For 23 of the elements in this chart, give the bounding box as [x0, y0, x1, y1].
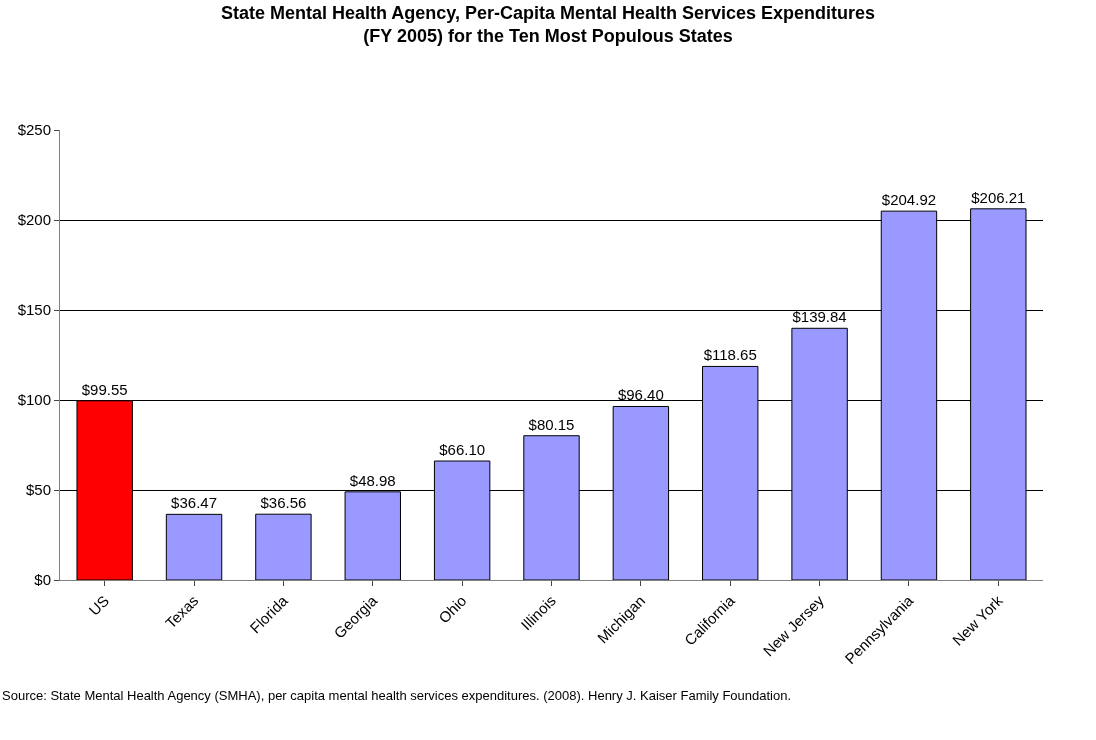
bar: [165, 513, 223, 580]
data-label: $206.21: [971, 188, 1026, 206]
y-tick-label: $50: [25, 481, 51, 499]
y-tick-label: $100: [17, 391, 51, 409]
data-label: $36.47: [171, 494, 217, 512]
data-label: $66.10: [439, 441, 486, 459]
data-label: $204.92: [881, 191, 937, 209]
y-tick-label: $150: [17, 301, 51, 319]
x-tick-label: Ohio: [435, 591, 470, 627]
x-tick-label: US: [85, 591, 113, 619]
data-label: $96.40: [617, 386, 664, 404]
source-note: Source: State Mental Health Agency (SMHA), per capita mental health services expenditures. (2008). Henry J. Kaiser Family Foundation.: [2, 688, 792, 703]
y-tick-label: $200: [17, 211, 51, 229]
data-label: $36.56: [260, 494, 307, 512]
data-label: $139.84: [792, 308, 847, 326]
chart-title: State Mental Health Agency, Per-Capita Mental Health Services Expenditures (FY 2005) for the Ten Most Populous States: [220, 2, 876, 46]
data-label: $80.15: [528, 415, 575, 433]
data-label: $118.65: [703, 346, 757, 364]
data-label: $99.55: [81, 380, 128, 398]
bar: [255, 513, 312, 580]
data-label: $48.98: [349, 471, 396, 489]
y-tick-label: $0: [34, 571, 51, 589]
y-tick-label: $250: [17, 121, 51, 139]
